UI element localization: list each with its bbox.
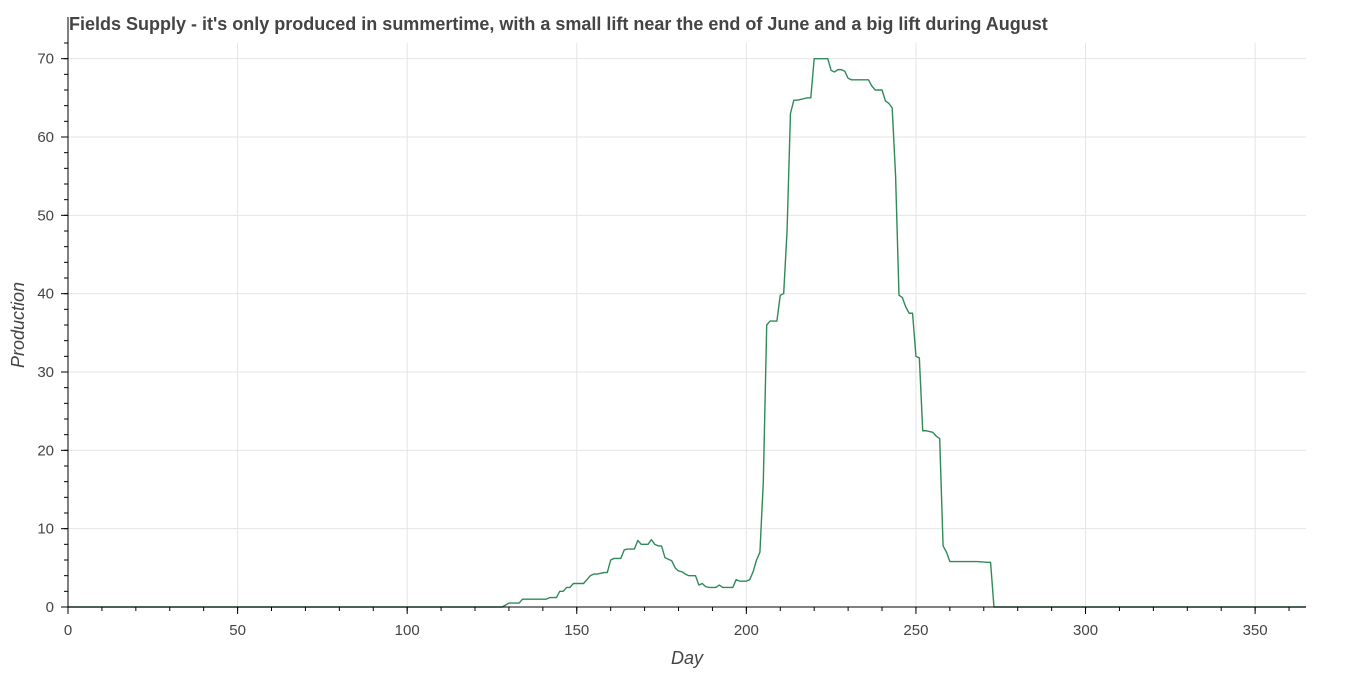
x-tick-label: 350 — [1243, 622, 1268, 639]
x-tick-label: 100 — [395, 622, 420, 639]
y-tick-label: 0 — [46, 599, 54, 616]
x-tick-label: 0 — [64, 622, 72, 639]
y-tick-label: 30 — [37, 364, 54, 381]
y-tick-label: 40 — [37, 286, 54, 303]
x-tick-label: 300 — [1073, 622, 1098, 639]
chart-title: Fields Supply - it's only produced in su… — [69, 14, 1048, 34]
plot-area — [68, 43, 1306, 607]
y-tick-label: 10 — [37, 521, 54, 538]
series-layer — [68, 57, 1306, 608]
x-tick-label: 150 — [564, 622, 589, 639]
y-tick-label: 70 — [37, 51, 54, 68]
y-tick-label: 60 — [37, 129, 54, 146]
x-tick-label: 250 — [903, 622, 928, 639]
y-tick-label: 20 — [37, 442, 54, 459]
y-tick-label: 50 — [37, 207, 54, 224]
production-series-line — [68, 57, 1306, 608]
y-axis-label: Production — [8, 282, 28, 368]
x-tick-label: 50 — [229, 622, 246, 639]
axes: 0 50 100 150 200 250 300 350 0 10 20 30 40 50 60 70 — [37, 17, 1306, 639]
x-axis-label: Day — [671, 648, 704, 668]
x-tick-label: 200 — [734, 622, 759, 639]
